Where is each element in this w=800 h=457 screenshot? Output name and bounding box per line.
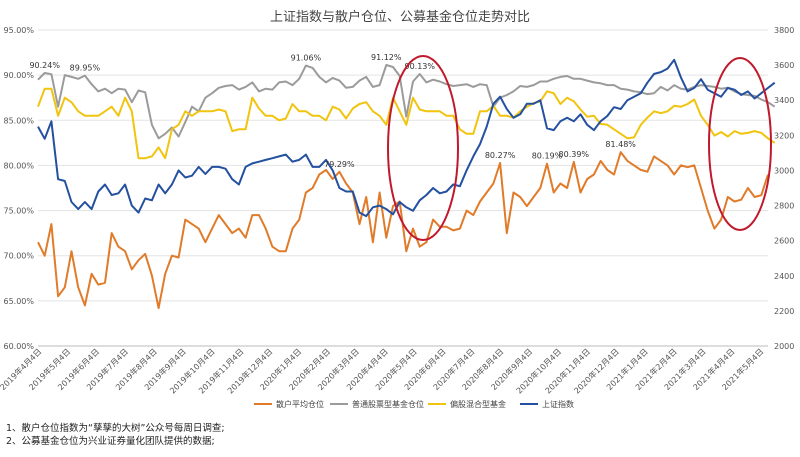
highlight-ellipses — [387, 55, 772, 241]
highlight-ellipse — [387, 55, 459, 241]
highlight-ellipse — [708, 57, 772, 231]
left-tick-label: 70.00% — [3, 252, 34, 261]
series-line — [37, 151, 769, 310]
legend-label: 普通股票型基金仓位 — [352, 399, 424, 409]
footnote: 2、公募基金仓位为兴业证券量化团队提供的数据; — [6, 436, 215, 447]
annotation-label: 91.06% — [291, 54, 322, 63]
series-line — [37, 87, 776, 160]
series-line — [37, 64, 776, 140]
annotation-label: 91.12% — [371, 53, 402, 62]
footnotes: 1、散户仓位指数为“孳孳的大树”公众号每周日调查; 2、公募基金仓位为兴业证券量… — [6, 422, 225, 448]
x-axis-ticks: 2019年4月4日2019年5月4日2019年6月4日2019年7月4日2019… — [0, 346, 765, 395]
right-tick-label: 2000 — [774, 342, 794, 351]
series-line — [37, 58, 776, 218]
legend-label: 偏股混合型基金 — [450, 399, 506, 409]
legend-label: 上证指数 — [542, 399, 574, 409]
left-tick-label: 90.00% — [3, 71, 34, 80]
right-axis-ticks: 2000 2200 2400 2600 2800 3000 3200 3400 3600 3800 — [774, 26, 794, 351]
data-annotations: 90.24% 89.95% 91.06% 79.29% 91.12%90.13% 80.2… — [29, 53, 636, 169]
series-lines — [37, 58, 776, 310]
annotation-label: 80.27% — [485, 151, 516, 160]
legend: 散户平均仓位 普通股票型基金仓位 偏股混合型基金 上证指数 — [254, 399, 574, 409]
left-tick-label: 75.00% — [3, 207, 34, 216]
gridlines — [38, 29, 768, 347]
right-tick-label: 2800 — [774, 202, 794, 211]
annotation-label: 80.39% — [559, 150, 590, 159]
chart-title: 上证指数与散户仓位、公募基金仓位走势对比 — [269, 10, 530, 25]
annotation-label: 90.24% — [29, 61, 60, 70]
annotation-label: 89.95% — [70, 64, 101, 73]
annotation-label: 90.13% — [404, 62, 435, 71]
right-tick-label: 3600 — [774, 61, 794, 70]
annotation-label: 80.19% — [532, 152, 563, 161]
footnote: 1、散户仓位指数为“孳孳的大树”公众号每周日调查; — [6, 423, 225, 434]
right-tick-label: 2200 — [774, 307, 794, 316]
legend-label: 散户平均仓位 — [276, 399, 324, 409]
annotation-label: 81.48% — [605, 140, 636, 149]
annotation-label: 79.29% — [324, 160, 355, 169]
left-tick-label: 65.00% — [3, 297, 34, 306]
right-tick-label: 2400 — [774, 272, 794, 281]
right-tick-label: 2600 — [774, 237, 794, 246]
left-tick-label: 60.00% — [3, 342, 34, 351]
right-tick-label: 3200 — [774, 131, 794, 140]
left-tick-label: 80.00% — [3, 161, 34, 170]
line-chart: 60.00% 65.00% 70.00% 75.00% 80.00% 85.00% 90.0… — [0, 26, 794, 409]
right-tick-label: 3800 — [774, 26, 794, 35]
left-tick-label: 95.00% — [3, 26, 34, 35]
right-tick-label: 3400 — [774, 96, 794, 105]
left-axis-ticks: 60.00% 65.00% 70.00% 75.00% 80.00% 85.00% 90.0… — [3, 26, 34, 351]
right-tick-label: 3000 — [774, 166, 794, 175]
left-tick-label: 85.00% — [3, 116, 34, 125]
